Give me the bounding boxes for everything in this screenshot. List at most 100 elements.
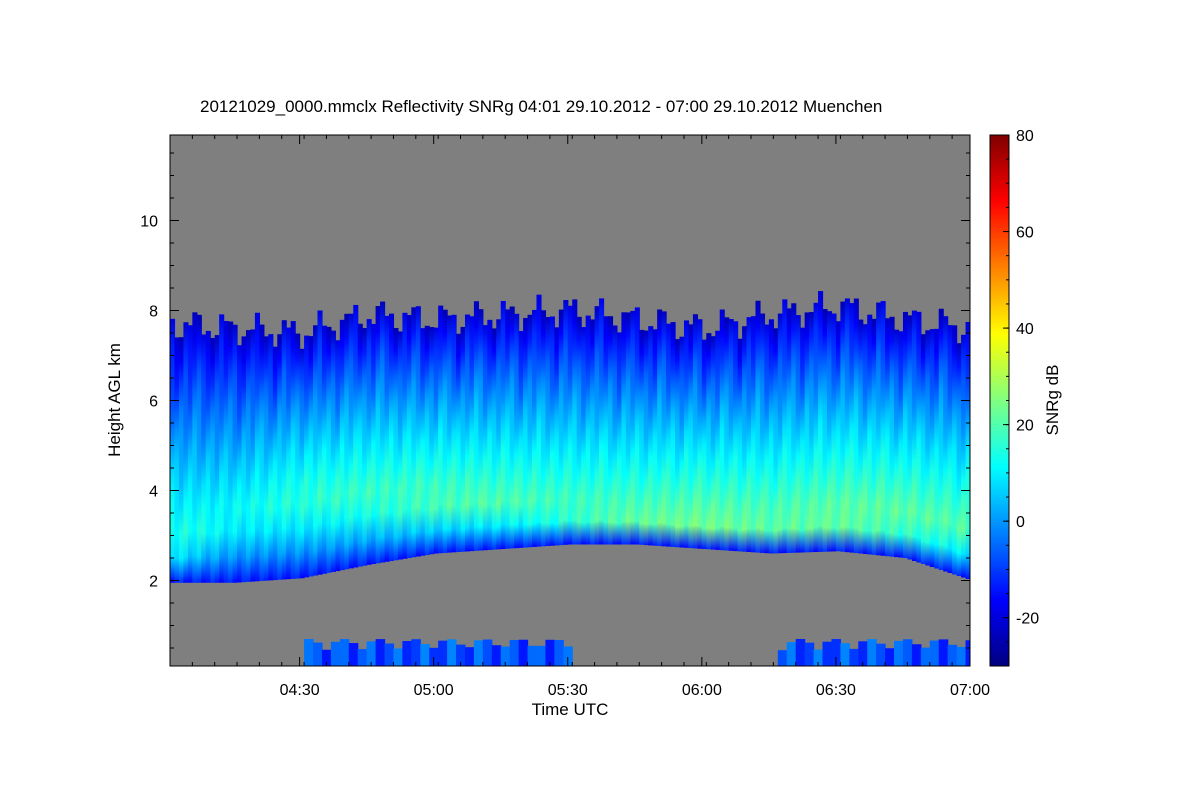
cloud-column [911, 310, 917, 561]
cloud-column [478, 309, 484, 551]
cloud-column [254, 312, 260, 582]
cloud-column [742, 326, 748, 552]
cloud-column [491, 328, 497, 550]
surface-echo [813, 649, 824, 666]
cloud-column [902, 311, 909, 558]
cloud-column [384, 315, 390, 562]
cloud-column [826, 311, 833, 552]
cloud-column [366, 319, 372, 565]
cloud-column [545, 317, 551, 546]
cloud-column [388, 313, 395, 561]
cloud-column [406, 315, 412, 558]
cloud-column [782, 299, 788, 554]
surface-echo [429, 647, 439, 666]
cloud-column [205, 330, 211, 583]
cloud-column [429, 327, 435, 555]
surface-echo [920, 647, 931, 666]
cloud-column [438, 305, 444, 554]
surface-echo [786, 642, 797, 666]
y-tick-label: 6 [149, 394, 158, 411]
surface-echo [500, 646, 511, 666]
cloud-column [456, 333, 462, 552]
cloud-column [371, 323, 377, 564]
surface-echo [822, 641, 833, 666]
cloud-column [514, 313, 520, 549]
surface-echo [795, 639, 806, 666]
cloud-column [549, 316, 555, 546]
colorbar-tick-label: 20 [1016, 418, 1034, 435]
cloud-column [898, 331, 904, 558]
cloud-column [433, 327, 439, 554]
surface-echo [947, 644, 958, 666]
cloud-column [612, 325, 618, 545]
surface-echo [438, 640, 448, 666]
cloud-column [880, 301, 886, 556]
cloud-column [715, 330, 721, 550]
cloud-column [563, 300, 569, 545]
surface-echo [849, 648, 859, 666]
cloud-column [509, 306, 515, 549]
x-tick-label: 05:30 [548, 682, 588, 699]
cloud-column [259, 324, 265, 581]
surface-echo [876, 643, 886, 666]
cloud-column [746, 317, 752, 552]
x-tick-label: 06:00 [682, 682, 722, 699]
cloud-column [938, 308, 944, 570]
cloud-column [657, 309, 663, 546]
cloud-column [415, 306, 421, 557]
surface-echo [840, 643, 850, 666]
cloud-column [576, 316, 582, 545]
cloud-column [170, 318, 176, 583]
cloud-column [357, 323, 363, 567]
cloud-column [263, 336, 269, 581]
cloud-column [755, 300, 761, 553]
cloud-column [894, 329, 900, 558]
surface-echo [929, 640, 940, 666]
cloud-column [558, 309, 564, 546]
cloud-column [849, 303, 855, 553]
cloud-column [272, 346, 278, 581]
cloud-column [527, 314, 533, 548]
surface-echo [482, 639, 493, 666]
x-tick-label: 05:00 [414, 682, 454, 699]
surface-echo [330, 641, 341, 666]
cloud-column [956, 343, 962, 576]
surface-echo [867, 639, 877, 666]
cloud-column [540, 310, 547, 547]
cloud-column [393, 328, 399, 561]
cloud-column [634, 307, 640, 545]
cloud-column [420, 328, 426, 556]
surface-echo [554, 640, 564, 666]
cloud-column [532, 309, 538, 547]
cloud-column [625, 312, 631, 545]
cloud-column [299, 348, 305, 579]
colorbar-tick-label: -20 [1016, 611, 1039, 628]
cloud-column [706, 333, 712, 550]
cloud-column [920, 334, 926, 564]
cloud-column [326, 326, 332, 573]
reflectivity-field [170, 135, 970, 666]
surface-echo [357, 649, 368, 666]
cloud-column [317, 310, 323, 575]
cloud-column [232, 324, 238, 583]
surface-echo [456, 644, 466, 666]
surface-echo [831, 639, 841, 666]
cloud-column [934, 328, 940, 569]
cloud-column [482, 325, 488, 551]
surface-echo [375, 639, 386, 666]
cloud-column [889, 316, 895, 557]
cloud-column [777, 313, 783, 554]
cloud-column [737, 338, 743, 552]
cloud-column [679, 336, 685, 548]
surface-echo [313, 642, 323, 666]
cloud-column [201, 334, 207, 583]
cloud-column [348, 313, 354, 569]
surface-echo [536, 645, 547, 666]
cloud-column [192, 312, 198, 583]
cloud-column [701, 339, 707, 549]
cloud-column [250, 329, 256, 582]
x-axis-label: Time UTC [532, 700, 609, 719]
cloud-column [961, 334, 967, 578]
cloud-column [630, 310, 636, 545]
surface-echo [420, 644, 430, 666]
